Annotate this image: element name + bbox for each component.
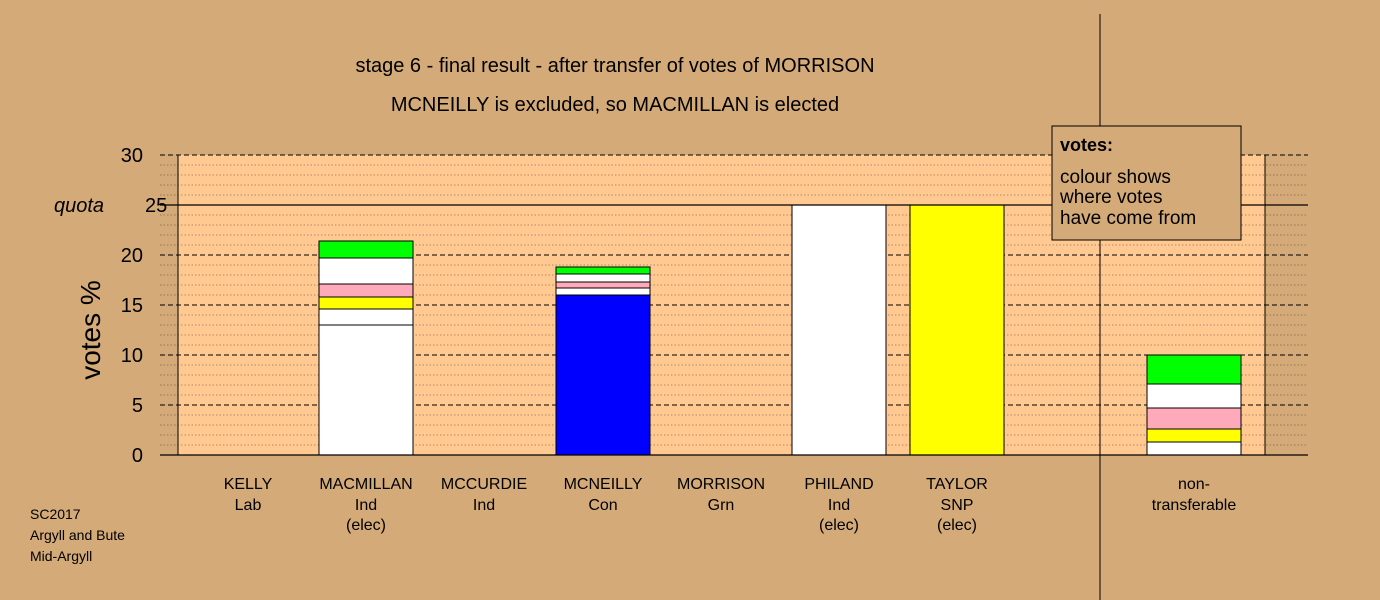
- candidate-name: MCCURDIE: [441, 476, 527, 493]
- bar-segment: [555, 287, 651, 296]
- candidate-party: Ind: [355, 497, 377, 514]
- legend-title: votes:: [1060, 135, 1113, 155]
- bar-segment: [791, 204, 887, 456]
- y-tick-label: 0: [132, 445, 143, 467]
- candidate-name: PHILAND: [804, 476, 873, 493]
- candidate-party: Ind: [828, 497, 850, 514]
- credit-line-3: Mid-Argyll: [30, 548, 92, 564]
- bar-segment: [1146, 407, 1242, 430]
- y-tick-label: 5: [132, 395, 143, 417]
- bar-segment: [318, 283, 414, 298]
- nontransferable-label-2: transferable: [1152, 497, 1237, 514]
- credit-line-2: Argyll and Bute: [30, 527, 125, 543]
- legend-line-3: have come from: [1060, 208, 1196, 229]
- candidate-status: (elec): [937, 517, 977, 534]
- bar-segment: [1146, 428, 1242, 443]
- candidate-name: MORRISON: [677, 476, 765, 493]
- y-tick-label: 10: [121, 345, 143, 367]
- bar-segment: [555, 294, 651, 456]
- y-axis-label: votes %: [75, 280, 106, 380]
- candidate-party: Ind: [473, 497, 495, 514]
- bar-segment: [1146, 441, 1242, 456]
- bar-segment: [318, 324, 414, 456]
- bar-mcneilly: [555, 266, 651, 456]
- bar-segment: [1146, 354, 1242, 385]
- bar-segment: [318, 257, 414, 285]
- bar-segment: [318, 240, 414, 259]
- legend: votes: colour shows where votes have com…: [1051, 125, 1242, 241]
- bar-segment: [1146, 383, 1242, 409]
- bar-segment: [555, 266, 651, 275]
- candidate-name: TAYLOR: [926, 476, 988, 493]
- nontransferable-label-1: non-: [1178, 476, 1210, 493]
- bar-segment: [909, 204, 1005, 456]
- y-tick-label: 20: [121, 245, 143, 267]
- candidate-party: SNP: [941, 497, 974, 514]
- bar-segment: [555, 273, 651, 283]
- legend-line-1: colour shows: [1060, 167, 1171, 188]
- candidate-name: KELLY: [224, 476, 273, 493]
- bar-segment: [318, 296, 414, 310]
- y-tick-label: 15: [121, 295, 143, 317]
- bars: [318, 204, 1242, 456]
- candidate-party: Grn: [708, 497, 735, 514]
- bar-taylor: [909, 204, 1005, 456]
- candidate-name: MCNEILLY: [564, 476, 643, 493]
- y-tick-label: 25: [145, 195, 167, 217]
- chart-title: stage 6 - final result - after transfer …: [355, 55, 874, 77]
- bar-macmillan: [318, 240, 414, 456]
- candidate-party: Con: [588, 497, 617, 514]
- y-tick-labels: 0 5 10 15 20 25 30: [121, 145, 168, 467]
- legend-line-2: where votes: [1059, 187, 1162, 208]
- quota-label: quota: [54, 195, 104, 217]
- candidate-name: MACMILLAN: [319, 476, 412, 493]
- candidate-labels: KELLY Lab MACMILLAN Ind (elec) MCCURDIE Ind MCN…: [224, 476, 1237, 534]
- chart-subtitle: MCNEILLY is excluded, so MACMILLAN is el…: [391, 94, 839, 116]
- bar-segment: [555, 281, 651, 289]
- candidate-status: (elec): [346, 517, 386, 534]
- bar-philand: [791, 204, 887, 456]
- bar-segment: [318, 308, 414, 326]
- bar-nontransferable: [1146, 354, 1242, 456]
- y-tick-label: 30: [121, 145, 143, 167]
- credit-line-1: SC2017: [30, 506, 81, 522]
- candidate-party: Lab: [235, 497, 262, 514]
- legend-box: [1051, 125, 1242, 241]
- candidate-status: (elec): [819, 517, 859, 534]
